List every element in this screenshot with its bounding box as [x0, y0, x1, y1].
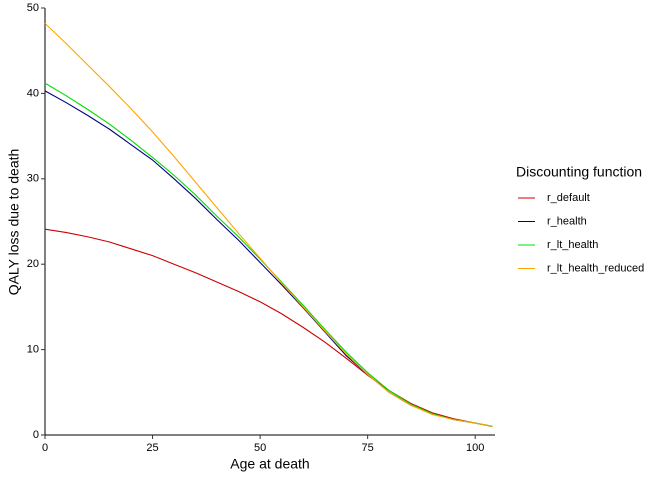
x-tick-label: 100: [466, 442, 484, 454]
y-tick-label: 30: [27, 173, 39, 185]
y-tick-label: 10: [27, 344, 39, 356]
y-tick-label: 50: [27, 2, 39, 14]
series-line: [44, 22, 493, 427]
x-tick-label: 25: [146, 442, 158, 454]
legend-label: r_lt_health_reduced: [547, 262, 644, 274]
y-axis-title: QALY loss due to death: [6, 149, 22, 296]
x-tick-label: 50: [254, 442, 266, 454]
x-tick-label: 75: [362, 442, 374, 454]
legend-label: r_lt_health: [547, 239, 598, 251]
legend-label: r_default: [547, 192, 590, 204]
series-line: [44, 90, 493, 427]
y-tick-label: 0: [33, 429, 39, 441]
y-tick-label: 20: [27, 258, 39, 270]
series-line: [44, 228, 493, 427]
x-tick-label: 0: [42, 442, 48, 454]
legend-label: r_health: [547, 215, 587, 227]
legend-title: Discounting function: [516, 164, 642, 180]
y-tick-label: 40: [27, 87, 39, 99]
series-line: [44, 82, 493, 427]
x-axis-title: Age at death: [230, 456, 309, 472]
